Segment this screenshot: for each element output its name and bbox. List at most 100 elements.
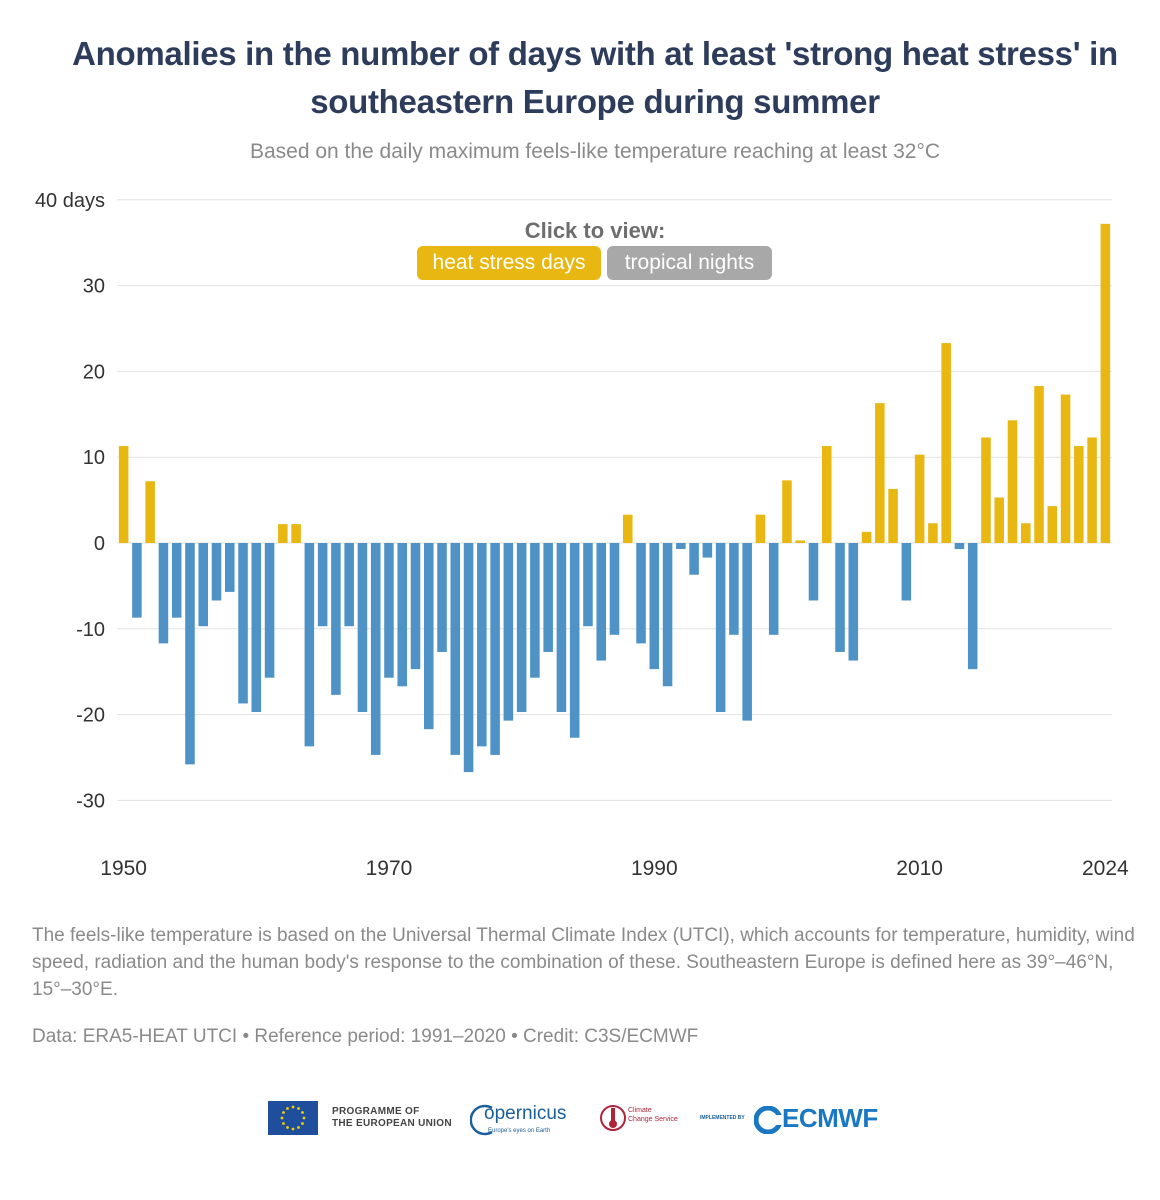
bar-1956[interactable]: [198, 543, 209, 627]
bar-2014[interactable]: [967, 543, 978, 670]
bar-1953[interactable]: [158, 543, 169, 644]
bar-1989[interactable]: [636, 543, 646, 644]
bar-2007[interactable]: [875, 403, 885, 543]
bar-1996[interactable]: [729, 543, 739, 635]
bar-1961[interactable]: [264, 543, 275, 678]
bar-1988[interactable]: [622, 514, 633, 543]
y-tick-label: -20: [76, 705, 105, 727]
bar-1966[interactable]: [331, 543, 341, 695]
bar-series: [118, 223, 1111, 773]
bar-1991[interactable]: [662, 543, 673, 687]
bar-1969[interactable]: [370, 543, 381, 755]
gridlines: [117, 199, 1112, 801]
x-tick-label: 1950: [100, 857, 147, 880]
bar-2011[interactable]: [928, 523, 938, 543]
bar-2017[interactable]: [1007, 420, 1018, 543]
bar-1975[interactable]: [450, 543, 461, 755]
bar-1986[interactable]: [596, 543, 607, 661]
bar-1970[interactable]: [384, 543, 394, 678]
bar-2016[interactable]: [994, 497, 1005, 543]
chart-title: Anomalies in the number of days with at …: [72, 35, 1118, 120]
bar-1958[interactable]: [224, 543, 235, 592]
bar-1960[interactable]: [251, 543, 262, 713]
bar-2000[interactable]: [782, 480, 792, 543]
bar-1967[interactable]: [344, 543, 354, 627]
tropical-nights-button[interactable]: tropical nights: [607, 246, 772, 280]
bar-2001[interactable]: [795, 540, 806, 543]
bar-1983[interactable]: [556, 543, 567, 713]
bar-2008[interactable]: [888, 488, 898, 543]
bar-2020[interactable]: [1047, 506, 1058, 543]
y-tick-label: -30: [76, 790, 105, 812]
bar-1995[interactable]: [715, 543, 726, 713]
bar-1952[interactable]: [145, 481, 155, 543]
bar-1985[interactable]: [583, 543, 593, 627]
bar-2006[interactable]: [861, 531, 872, 543]
bar-2012[interactable]: [941, 343, 951, 543]
partner-logos: PROGRAMME OF THE EUROPEAN UNION opernicu…: [268, 1092, 908, 1148]
bar-1964[interactable]: [304, 543, 315, 747]
bar-1990[interactable]: [649, 543, 660, 670]
bar-1999[interactable]: [768, 543, 779, 635]
bar-1994[interactable]: [702, 543, 713, 558]
bar-1992[interactable]: [676, 543, 686, 550]
bar-1984[interactable]: [569, 543, 580, 738]
y-tick-label: 30: [83, 276, 105, 298]
bar-2009[interactable]: [901, 543, 912, 601]
x-tick-label: 1970: [366, 857, 413, 880]
bar-1979[interactable]: [503, 543, 514, 721]
bar-2021[interactable]: [1060, 394, 1071, 543]
y-tick-label: -10: [76, 619, 105, 641]
bar-2023[interactable]: [1087, 437, 1097, 543]
bar-1951[interactable]: [132, 543, 142, 618]
x-tick-label: 2024: [1082, 857, 1129, 880]
bar-1959[interactable]: [238, 543, 248, 704]
bar-1977[interactable]: [477, 543, 487, 747]
bar-1971[interactable]: [397, 543, 408, 687]
eu-programme-text: PROGRAMME OF THE EUROPEAN UNION: [332, 1106, 452, 1129]
bar-1976[interactable]: [463, 543, 474, 773]
bar-2015[interactable]: [981, 437, 991, 543]
bar-1997[interactable]: [742, 543, 752, 721]
bar-1973[interactable]: [423, 543, 434, 730]
bar-2024[interactable]: [1100, 223, 1111, 543]
bar-1978[interactable]: [490, 543, 500, 755]
bar-2018[interactable]: [1020, 523, 1031, 543]
bar-2003[interactable]: [821, 446, 832, 543]
bar-2004[interactable]: [835, 543, 845, 652]
bar-2022[interactable]: [1074, 446, 1084, 543]
bar-1957[interactable]: [211, 543, 222, 601]
bar-1962[interactable]: [278, 524, 288, 543]
bar-2013[interactable]: [954, 543, 965, 550]
ecmwf-logo: IMPLEMENTED BY ECMWF: [700, 1103, 878, 1134]
copernicus-logo: opernicus Europe's eyes on Earth: [470, 1098, 584, 1142]
toggle-label: Click to view:: [524, 218, 666, 243]
heat-stress-days-button[interactable]: heat stress days: [417, 246, 601, 280]
footnote: The feels-like temperature is based on t…: [32, 925, 1135, 1000]
y-axis-ticks: 40 days 30 20 10 0 -10 -20 -30: [35, 190, 105, 813]
x-axis-ticks: 1950 1970 1990 2010 2024: [100, 857, 1129, 880]
bar-1954[interactable]: [171, 543, 182, 618]
bar-1968[interactable]: [357, 543, 368, 713]
bar-1982[interactable]: [543, 543, 553, 652]
bar-1965[interactable]: [317, 543, 328, 627]
bar-1955[interactable]: [185, 543, 195, 765]
bar-2019[interactable]: [1034, 385, 1044, 543]
bar-1950[interactable]: [118, 446, 129, 543]
bar-1981[interactable]: [530, 543, 540, 678]
bar-1993[interactable]: [689, 543, 699, 575]
data-source: Data: ERA5-HEAT UTCI • Reference period:…: [32, 1026, 699, 1047]
bar-1980[interactable]: [516, 543, 527, 713]
bar-2005[interactable]: [848, 543, 859, 661]
y-tick-label: 20: [83, 361, 105, 383]
bar-1987[interactable]: [609, 543, 620, 635]
x-tick-label: 1990: [631, 857, 678, 880]
bar-1963[interactable]: [291, 524, 301, 543]
bar-2010[interactable]: [914, 454, 925, 543]
bar-1974[interactable]: [437, 543, 447, 652]
bar-2002[interactable]: [808, 543, 819, 601]
bar-1972[interactable]: [410, 543, 421, 670]
bar-1998[interactable]: [755, 514, 766, 543]
eu-flag-logo: [268, 1101, 318, 1135]
